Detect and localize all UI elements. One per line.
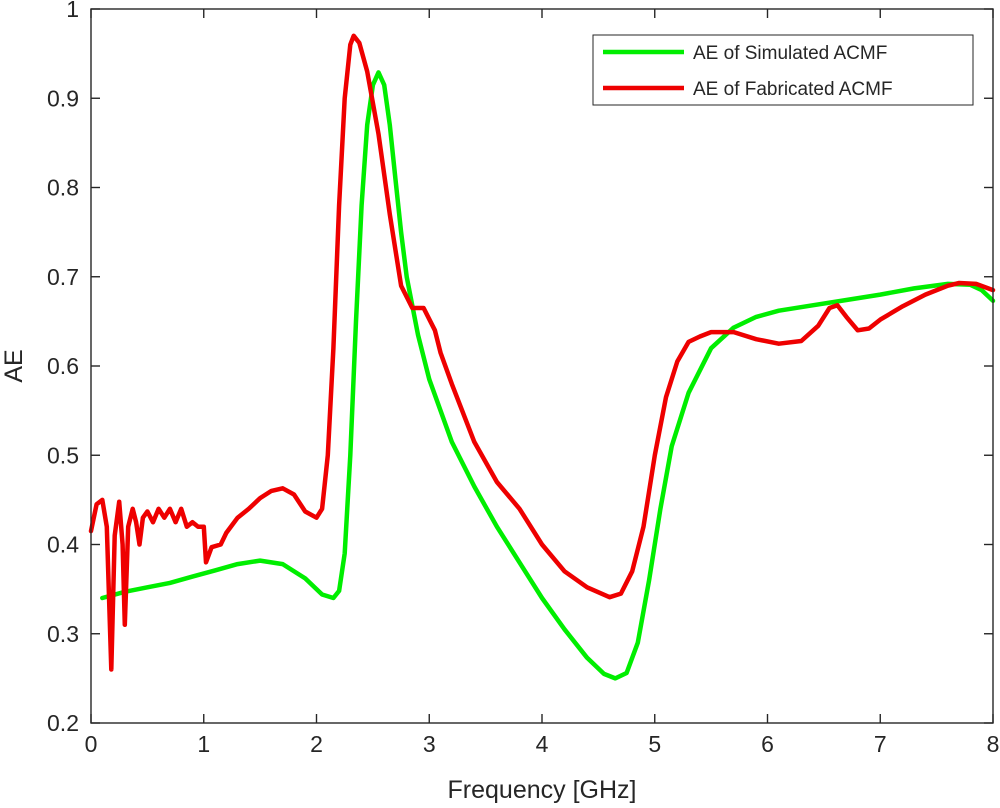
y-tick-label: 0.2 bbox=[47, 710, 79, 736]
x-tick-label: 7 bbox=[874, 731, 887, 757]
series-line-fabricated bbox=[88, 33, 996, 672]
series-line-simulated bbox=[100, 70, 996, 681]
y-tick-label: 0.4 bbox=[47, 532, 79, 558]
y-tick-label: 0.3 bbox=[47, 621, 79, 647]
y-tick-label: 0.9 bbox=[47, 85, 79, 111]
x-tick-label: 2 bbox=[310, 731, 323, 757]
x-tick-label: 3 bbox=[423, 731, 436, 757]
y-tick-label: 0.7 bbox=[47, 264, 79, 290]
x-tick-label: 1 bbox=[197, 731, 210, 757]
plot-area bbox=[88, 33, 996, 681]
y-tick-label: 1 bbox=[66, 0, 79, 22]
legend-label-fabricated: AE of Fabricated ACMF bbox=[693, 79, 893, 100]
legend: AE of Simulated ACMF AE of Fabricated AC… bbox=[592, 34, 974, 106]
x-tick-label: 0 bbox=[85, 731, 98, 757]
x-tick-label: 4 bbox=[536, 731, 549, 757]
axis-ticks: 0 1 2 3 4 5 6 7 8 0.2 0.3 0.4 0.5 0.6 0.7 0.8 0.9 1 bbox=[47, 0, 999, 757]
x-axis-title: Frequency [GHz] bbox=[448, 776, 637, 804]
x-tick-label: 8 bbox=[987, 731, 1000, 757]
legend-label-simulated: AE of Simulated ACMF bbox=[693, 43, 887, 64]
y-tick-label: 0.8 bbox=[47, 175, 79, 201]
y-axis-title: AE bbox=[0, 349, 28, 382]
y-tick-label: 0.5 bbox=[47, 442, 79, 468]
axes-box bbox=[90, 8, 994, 724]
y-tick-label: 0.6 bbox=[47, 353, 79, 379]
legend-box bbox=[592, 34, 974, 106]
x-tick-label: 6 bbox=[761, 731, 774, 757]
x-tick-label: 5 bbox=[648, 731, 661, 757]
